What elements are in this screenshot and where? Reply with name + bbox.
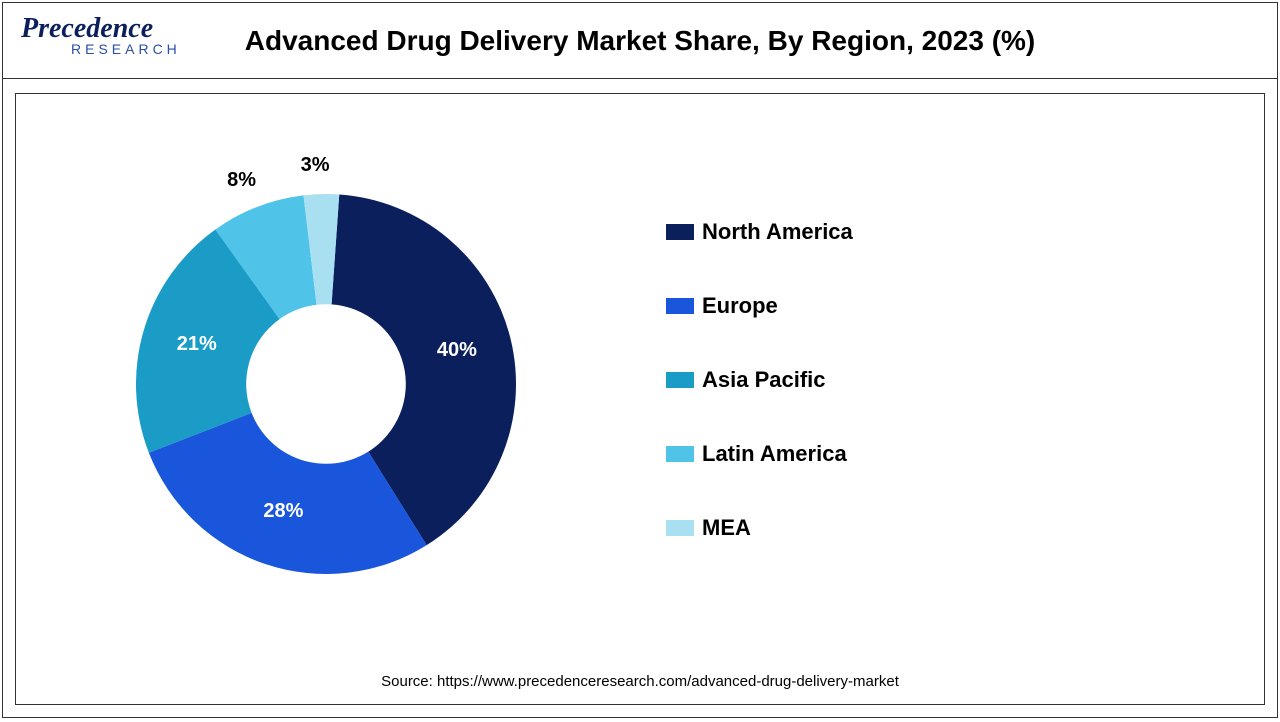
legend-label: North America bbox=[702, 219, 853, 245]
legend-swatch bbox=[666, 446, 694, 462]
legend-label: Europe bbox=[702, 293, 778, 319]
donut-wrap: 40% 28% 21% 8% 3% bbox=[16, 144, 636, 624]
logo-sub-text: RESEARCH bbox=[71, 41, 181, 57]
brand-logo: Precedence RESEARCH bbox=[21, 13, 181, 57]
legend-swatch bbox=[666, 224, 694, 240]
legend-item: MEA bbox=[666, 515, 1264, 541]
legend-label: MEA bbox=[702, 515, 751, 541]
chart-container: 40% 28% 21% 8% 3% North America Europe Asia Pa… bbox=[15, 93, 1265, 705]
donut-chart: 40%28%21%8%3% bbox=[136, 194, 516, 574]
legend-swatch bbox=[666, 520, 694, 536]
chart-title: Advanced Drug Delivery Market Share, By … bbox=[3, 25, 1277, 57]
slice-label: 21% bbox=[177, 333, 217, 356]
legend-item: North America bbox=[666, 219, 1264, 245]
slice-label: 40% bbox=[437, 339, 477, 362]
chart-area: 40% 28% 21% 8% 3% North America Europe Asia Pa… bbox=[16, 124, 1264, 644]
outer-border: Precedence RESEARCH Advanced Drug Delive… bbox=[2, 2, 1278, 718]
legend-swatch bbox=[666, 372, 694, 388]
source-text: Source: https://www.precedenceresearch.c… bbox=[16, 673, 1264, 690]
slice-label: 8% bbox=[227, 169, 256, 192]
legend-item: Latin America bbox=[666, 441, 1264, 467]
legend-item: Asia Pacific bbox=[666, 367, 1264, 393]
header: Precedence RESEARCH Advanced Drug Delive… bbox=[3, 3, 1277, 79]
donut-slice bbox=[149, 413, 427, 574]
slice-label: 3% bbox=[301, 154, 330, 177]
legend-swatch bbox=[666, 298, 694, 314]
legend-item: Europe bbox=[666, 293, 1264, 319]
legend-label: Latin America bbox=[702, 441, 847, 467]
legend-label: Asia Pacific bbox=[702, 367, 826, 393]
legend: North America Europe Asia Pacific Latin Ame… bbox=[636, 179, 1264, 589]
slice-label: 28% bbox=[263, 500, 303, 523]
